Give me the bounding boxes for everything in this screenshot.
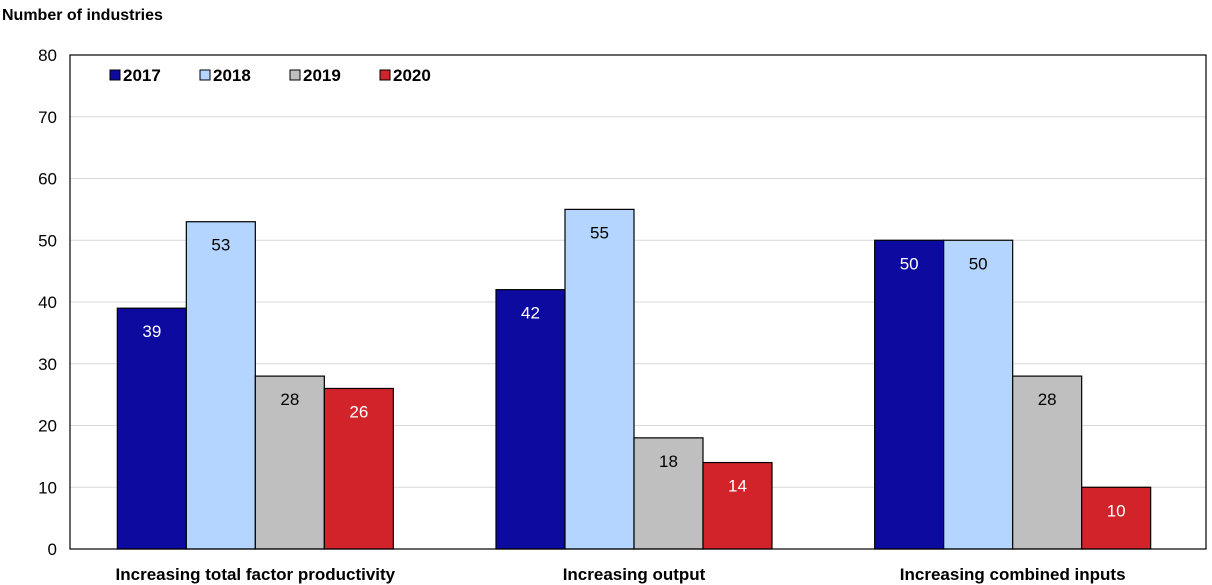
data-label: 39 bbox=[142, 322, 161, 341]
x-category-label: Increasing output bbox=[563, 565, 706, 584]
data-label: 53 bbox=[211, 236, 230, 255]
legend-swatch bbox=[289, 69, 301, 81]
y-tick-label: 50 bbox=[38, 231, 57, 250]
bar-2020-3 bbox=[1081, 486, 1152, 550]
y-tick-label: 40 bbox=[38, 293, 57, 312]
legend-item-2018: 2018 bbox=[199, 66, 251, 85]
data-label: 18 bbox=[659, 452, 678, 471]
bar-2018-1 bbox=[185, 221, 256, 550]
y-axis-title: Number of industries bbox=[2, 7, 163, 24]
bar-2018-3 bbox=[943, 239, 1014, 550]
data-label: 28 bbox=[280, 390, 299, 409]
data-label: 10 bbox=[1107, 501, 1126, 520]
data-labels: 39 53 28 26 42 55 18 14 50 50 28 10 bbox=[142, 223, 1125, 520]
legend-label: 2019 bbox=[303, 66, 341, 85]
x-axis-labels: Increasing total factor productivity Incr… bbox=[116, 565, 1126, 584]
legend-swatch bbox=[379, 69, 391, 81]
y-tick-label: 70 bbox=[38, 108, 57, 127]
bar-2019-3 bbox=[1012, 375, 1083, 550]
bar-2020-1 bbox=[323, 387, 394, 550]
y-tick-label: 10 bbox=[38, 478, 57, 497]
bar-2020-2 bbox=[702, 461, 773, 550]
y-tick-label: 60 bbox=[38, 170, 57, 189]
data-label: 50 bbox=[900, 254, 919, 273]
legend-item-2019: 2019 bbox=[289, 66, 341, 85]
legend-item-2017: 2017 bbox=[109, 66, 161, 85]
x-category-label: Increasing total factor productivity bbox=[116, 565, 396, 584]
bar-2018-2 bbox=[564, 208, 635, 550]
y-tick-label: 30 bbox=[38, 355, 57, 374]
data-label: 50 bbox=[969, 254, 988, 273]
legend-item-2020: 2020 bbox=[379, 66, 431, 85]
legend-label: 2020 bbox=[393, 66, 431, 85]
bar-2017-1 bbox=[116, 307, 187, 550]
legend-swatch bbox=[109, 69, 121, 81]
bar-2017-3 bbox=[874, 239, 945, 550]
y-tick-label: 20 bbox=[38, 417, 57, 436]
x-category-label: Increasing combined inputs bbox=[900, 565, 1126, 584]
data-label: 55 bbox=[590, 223, 609, 242]
bar-2017-2 bbox=[495, 289, 566, 550]
legend: 2017 2018 2019 2020 bbox=[109, 66, 431, 85]
data-label: 28 bbox=[1038, 390, 1057, 409]
data-label: 14 bbox=[728, 477, 747, 496]
legend-label: 2018 bbox=[213, 66, 251, 85]
data-label: 26 bbox=[349, 402, 368, 421]
legend-label: 2017 bbox=[123, 66, 161, 85]
bar-2019-2 bbox=[633, 437, 704, 550]
y-axis-ticks: 0 10 20 30 40 50 60 70 80 bbox=[38, 46, 57, 559]
plot-frame bbox=[69, 54, 1207, 550]
data-label: 42 bbox=[521, 304, 540, 323]
y-tick-label: 0 bbox=[48, 540, 57, 559]
legend-swatch bbox=[199, 69, 211, 81]
y-tick-label: 80 bbox=[38, 46, 57, 65]
bars bbox=[116, 208, 1152, 550]
